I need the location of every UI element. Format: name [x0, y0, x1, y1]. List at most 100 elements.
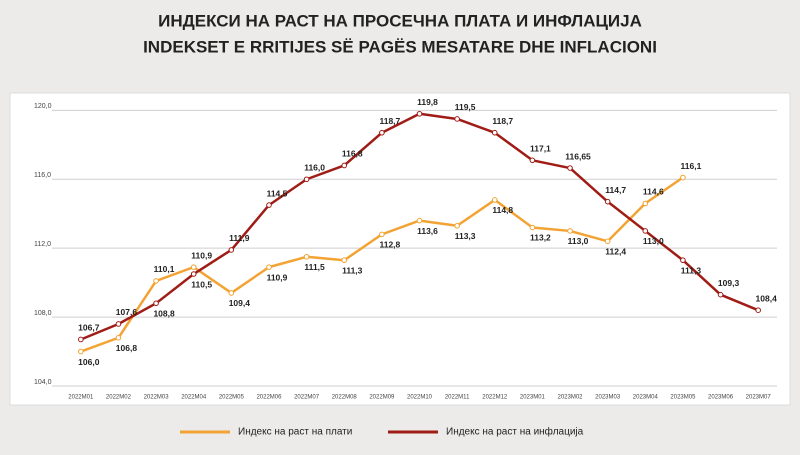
data-label: 114,6 — [643, 187, 664, 197]
x-tick-label: 2022M04 — [181, 395, 207, 401]
point-marker — [567, 165, 573, 171]
data-label: 116,8 — [342, 149, 363, 159]
x-tick-label: 2022M09 — [369, 395, 395, 401]
x-tick-label: 2023M01 — [520, 395, 546, 401]
y-tick-label: 116,0 — [34, 172, 51, 179]
data-label: 113,0 — [643, 236, 664, 246]
data-label: 118,7 — [379, 116, 400, 126]
point-marker — [416, 110, 423, 117]
point-marker — [416, 217, 423, 224]
point-marker — [604, 238, 611, 245]
chart-title: ИНДЕКСИ НА РАСТ НА ПРОСЕЧНА ПЛАТА И ИНФЛ… — [158, 11, 642, 30]
data-label: 119,8 — [417, 97, 438, 107]
data-label: 109,3 — [718, 278, 740, 288]
point-marker — [529, 224, 536, 231]
point-marker — [755, 307, 761, 313]
x-tick-label: 2022M01 — [68, 395, 94, 401]
data-label: 113,2 — [530, 233, 551, 243]
data-label: 108,8 — [153, 309, 175, 319]
y-tick-label: 108,0 — [34, 310, 52, 317]
data-label: 119,5 — [455, 102, 476, 112]
point-marker — [491, 197, 498, 203]
x-tick-label: 2022M11 — [445, 395, 470, 401]
data-label: 106,8 — [116, 343, 138, 353]
data-label: 112,4 — [605, 247, 626, 257]
x-tick-label: 2022M12 — [482, 395, 508, 401]
data-label: 106,7 — [78, 323, 100, 333]
point-marker — [190, 264, 197, 270]
point-marker — [115, 334, 122, 341]
x-tick-label: 2023M07 — [746, 395, 772, 401]
point-marker — [153, 278, 159, 284]
data-label: 114,8 — [492, 205, 513, 215]
point-marker — [78, 336, 84, 343]
data-label: 111,5 — [304, 262, 325, 272]
data-label: 116,65 — [565, 151, 591, 161]
x-tick-label: 2022M07 — [294, 395, 320, 401]
data-label: 111,3 — [681, 265, 702, 275]
point-marker — [78, 348, 84, 355]
point-marker — [303, 253, 310, 260]
point-marker — [567, 228, 573, 234]
data-label: 110,5 — [191, 279, 212, 289]
data-label: 116,0 — [304, 163, 325, 173]
data-label: 109,4 — [229, 298, 251, 308]
data-label: 108,4 — [756, 293, 778, 303]
data-label: 110,1 — [154, 264, 175, 274]
x-tick-label: 2022M03 — [144, 395, 170, 401]
data-label: 110,9 — [267, 272, 288, 282]
data-label: 113,3 — [455, 231, 476, 241]
point-marker — [153, 300, 159, 307]
data-label: 106,0 — [78, 357, 100, 367]
point-marker — [228, 247, 235, 253]
point-marker — [303, 176, 310, 183]
point-marker — [529, 157, 536, 164]
point-marker — [642, 228, 649, 234]
data-label: 107,6 — [116, 307, 138, 317]
y-tick-label: 104,0 — [34, 379, 52, 386]
x-tick-label: 2022M05 — [219, 395, 245, 401]
point-marker — [190, 271, 197, 277]
data-label: 111,3 — [342, 265, 363, 275]
point-marker — [266, 264, 272, 270]
point-marker — [266, 202, 272, 208]
point-marker — [680, 257, 686, 264]
data-label: 114,7 — [605, 185, 626, 195]
data-label: 112,8 — [379, 240, 400, 250]
point-marker — [680, 174, 686, 181]
point-marker — [642, 200, 649, 207]
point-marker — [491, 129, 498, 136]
point-marker — [454, 222, 460, 229]
legend-label: Индекс на раст на инфлација — [446, 426, 584, 438]
data-label: 118,7 — [492, 116, 513, 126]
data-label: 113,6 — [417, 226, 438, 236]
point-marker — [115, 321, 122, 327]
data-label: 114,5 — [267, 188, 288, 198]
x-tick-label: 2022M08 — [332, 395, 358, 401]
data-label: 116,1 — [681, 161, 702, 171]
legend-label: Индекс на раст на плати — [238, 427, 352, 438]
data-label: 117,1 — [530, 144, 551, 154]
y-tick-label: 112,0 — [34, 241, 51, 248]
x-tick-label: 2023M03 — [595, 395, 621, 401]
x-tick-label: 2022M10 — [407, 395, 433, 401]
x-tick-label: 2023M05 — [670, 395, 696, 401]
point-marker — [717, 291, 724, 298]
x-tick-label: 2023M04 — [633, 395, 659, 401]
plot-panel — [9, 92, 791, 406]
point-marker — [341, 162, 348, 169]
x-tick-label: 2022M06 — [256, 395, 282, 401]
x-tick-label: 2022M02 — [106, 395, 132, 401]
data-label: 111,9 — [229, 233, 250, 243]
chart-subtitle: INDEKSET E RRITIJES SË PAGËS MESATARE DH… — [143, 37, 657, 56]
point-marker — [379, 129, 385, 136]
x-tick-label: 2023M06 — [708, 395, 734, 401]
point-marker — [604, 198, 611, 205]
data-label: 113,0 — [568, 236, 589, 246]
y-tick-label: 120,0 — [34, 103, 52, 110]
point-marker — [228, 290, 235, 296]
data-label: 110,9 — [191, 250, 212, 260]
point-marker — [454, 116, 460, 122]
